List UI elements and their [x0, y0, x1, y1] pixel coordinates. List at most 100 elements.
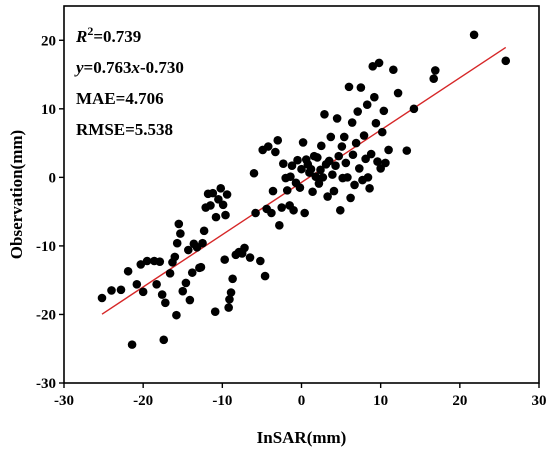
data-point [123, 266, 133, 276]
data-point [313, 153, 322, 162]
data-point [295, 183, 305, 192]
y-tick-label: -20 [36, 307, 56, 323]
data-point [368, 62, 378, 71]
data-point [286, 172, 295, 181]
data-point [351, 138, 361, 148]
data-point [185, 295, 195, 305]
eq-y: y [74, 58, 84, 77]
data-point [136, 260, 146, 269]
data-point [297, 164, 306, 174]
data-point [331, 161, 340, 171]
eq-mid: =0.763 [84, 58, 132, 77]
data-point [344, 82, 354, 92]
y-tick-label: 20 [41, 33, 56, 49]
data-point [326, 132, 336, 142]
data-point [161, 298, 170, 308]
data-point [138, 287, 148, 297]
data-point [501, 56, 511, 66]
r2-value: =0.739 [93, 27, 141, 46]
data-point [172, 238, 182, 248]
data-point [373, 157, 382, 166]
y-tick-label: 10 [41, 102, 56, 118]
data-point [377, 127, 387, 137]
data-point [402, 146, 412, 155]
regression-equation: y=0.763x-0.730 [74, 58, 184, 77]
data-point [260, 271, 270, 281]
data-point [356, 83, 366, 92]
r2-symbol: R [75, 27, 87, 46]
data-point [323, 192, 332, 201]
y-tick-label: 0 [49, 170, 57, 186]
data-point [198, 238, 207, 248]
data-point [256, 256, 265, 266]
x-tick-label: -30 [54, 393, 74, 409]
data-point [226, 288, 236, 297]
data-point [306, 164, 316, 174]
x-tick-label: -10 [212, 393, 232, 409]
data-point [187, 268, 197, 277]
data-point [289, 205, 298, 215]
data-point [429, 74, 439, 83]
data-point [183, 245, 193, 255]
data-point [116, 285, 126, 295]
x-tick-label: 0 [298, 393, 306, 409]
data-point [245, 253, 255, 262]
data-point [339, 132, 349, 142]
r2-superscript: 2 [87, 24, 93, 38]
data-point [263, 142, 273, 151]
data-point [409, 104, 419, 114]
data-point [251, 208, 260, 218]
data-point [176, 229, 185, 238]
data-point [347, 118, 357, 127]
data-point [211, 212, 221, 222]
data-point [365, 184, 374, 193]
data-point [308, 187, 317, 197]
data-point [210, 307, 220, 317]
data-point [181, 278, 191, 288]
data-point [222, 190, 232, 199]
data-point [277, 203, 287, 212]
data-point [298, 138, 308, 147]
data-point [370, 92, 379, 102]
x-tick-label: 10 [373, 393, 388, 409]
data-point [97, 293, 107, 303]
data-point [152, 279, 161, 289]
regression-fit-line [101, 46, 507, 315]
data-point [371, 118, 381, 128]
data-point [354, 164, 364, 173]
data-point [155, 257, 165, 266]
data-point [362, 100, 372, 110]
y-axis-title: Observation(mm) [7, 130, 26, 259]
data-point [206, 201, 215, 210]
y-tick-label: -10 [36, 239, 56, 255]
data-point [268, 186, 278, 196]
data-point [346, 193, 355, 203]
data-point [273, 136, 283, 145]
data-point [393, 88, 403, 98]
data-point [127, 340, 137, 349]
data-point [220, 255, 230, 264]
data-point [348, 150, 358, 160]
data-point [469, 30, 479, 40]
data-point [224, 303, 233, 312]
data-point [282, 186, 292, 195]
data-points [97, 30, 511, 349]
data-point [293, 155, 302, 165]
data-point [314, 179, 324, 188]
data-point [318, 173, 328, 182]
data-point [316, 165, 325, 175]
data-point [316, 141, 326, 151]
mae-annotation: MAE=4.706 [76, 89, 164, 108]
data-point [334, 151, 344, 161]
data-point [240, 243, 249, 253]
data-point [165, 269, 175, 278]
data-point [218, 200, 228, 210]
data-point [343, 173, 352, 182]
data-point [374, 58, 384, 68]
data-point [107, 286, 116, 295]
data-point [329, 186, 339, 196]
data-point [132, 279, 142, 289]
data-point [320, 110, 329, 119]
r-squared-annotation: R2=0.739 [75, 24, 141, 46]
